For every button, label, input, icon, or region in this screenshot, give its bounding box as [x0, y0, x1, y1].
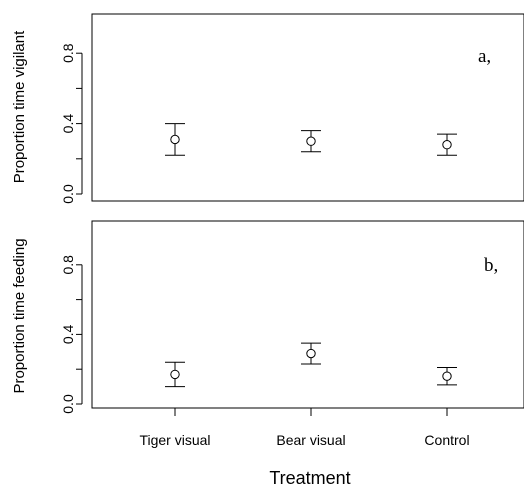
- x-tick-label-1: Bear visual: [276, 432, 345, 448]
- panel-a-ylabel: Proportion time vigilant: [11, 30, 28, 183]
- y-tick-label-0-2: 0.8: [60, 43, 76, 63]
- panel-b-marks: [165, 342, 457, 388]
- panel-b-y-axis: 0.0 0.4 0.8: [60, 255, 83, 414]
- x-axis: Tiger visual Bear visual Control: [139, 407, 470, 448]
- y-tick-label-1-2: 0.8: [60, 255, 76, 275]
- x-tick-label-0: Tiger visual: [139, 432, 210, 448]
- data-point-1-2: [442, 371, 452, 381]
- panel-b-label: b,: [484, 255, 498, 276]
- data-point-0-0: [170, 134, 180, 145]
- panel-a-marks: [165, 123, 457, 156]
- panel-a-frame: [91, 13, 524, 202]
- panel-a: a, Proportion time vigilant 0.0 0.4 0.8: [11, 13, 524, 204]
- y-tick-label-1-1: 0.4: [60, 324, 76, 344]
- data-point-0-2: [442, 140, 452, 150]
- panel-b-ylabel: Proportion time feeding: [11, 238, 28, 393]
- data-point-1-0: [170, 369, 180, 380]
- data-point-1-1: [306, 348, 316, 359]
- x-axis-title: Treatment: [269, 468, 350, 488]
- x-tick-label-2: Control: [424, 432, 469, 448]
- panel-b: b, Proportion time feeding 0.0 0.4 0.8: [11, 220, 524, 414]
- panel-a-y-axis: 0.0 0.4 0.8: [60, 43, 83, 204]
- panel-b-frame: [91, 220, 524, 409]
- y-tick-label-0-0: 0.0: [60, 184, 76, 204]
- y-tick-label-0-1: 0.4: [60, 114, 76, 134]
- y-tick-label-1-0: 0.0: [60, 394, 76, 414]
- panel-a-label: a,: [478, 46, 491, 67]
- data-point-0-1: [306, 136, 316, 146]
